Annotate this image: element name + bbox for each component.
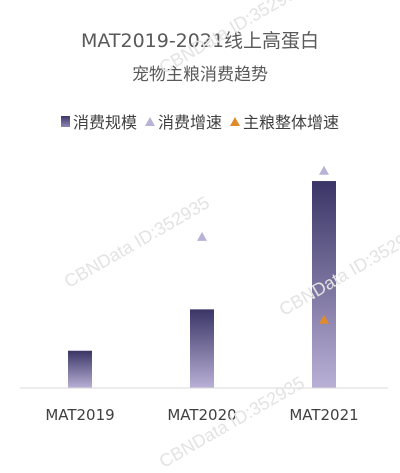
chart-title: MAT2019-2021线上高蛋白: [80, 30, 320, 52]
legend-item-staple-growth: 主粮整体增速: [230, 109, 339, 133]
legend-label-growth: 消费增速: [157, 113, 222, 132]
plot-area: MAT2019 MAT2020 MAT2021: [20, 165, 388, 424]
legend-marker-staple-growth: [230, 116, 240, 126]
chart-subtitle: 宠物主粮消费趋势: [132, 65, 268, 85]
marker-growth-MAT2020: [197, 231, 207, 241]
legend-label-staple-growth: 主粮整体增速: [243, 113, 340, 132]
x-tick-label: MAT2021: [289, 406, 358, 424]
bar-MAT2019: [68, 350, 92, 388]
marker-staple-growth-MAT2021: [319, 314, 329, 324]
x-tick-label: MAT2019: [45, 406, 114, 424]
bar-MAT2021: [312, 181, 336, 388]
legend-marker-growth: [144, 116, 155, 126]
legend-item-scale: 消费规模: [60, 109, 137, 133]
x-tick-label: MAT2020: [167, 406, 236, 424]
marker-growth-MAT2021: [319, 165, 329, 175]
legend: 消费规模 消费增速 主粮整体增速: [0, 109, 400, 133]
bar-MAT2020: [190, 309, 214, 388]
legend-item-growth: 消费增速: [144, 109, 222, 133]
legend-label-scale: 消费规模: [72, 113, 137, 132]
legend-swatch-bar: [60, 115, 70, 127]
